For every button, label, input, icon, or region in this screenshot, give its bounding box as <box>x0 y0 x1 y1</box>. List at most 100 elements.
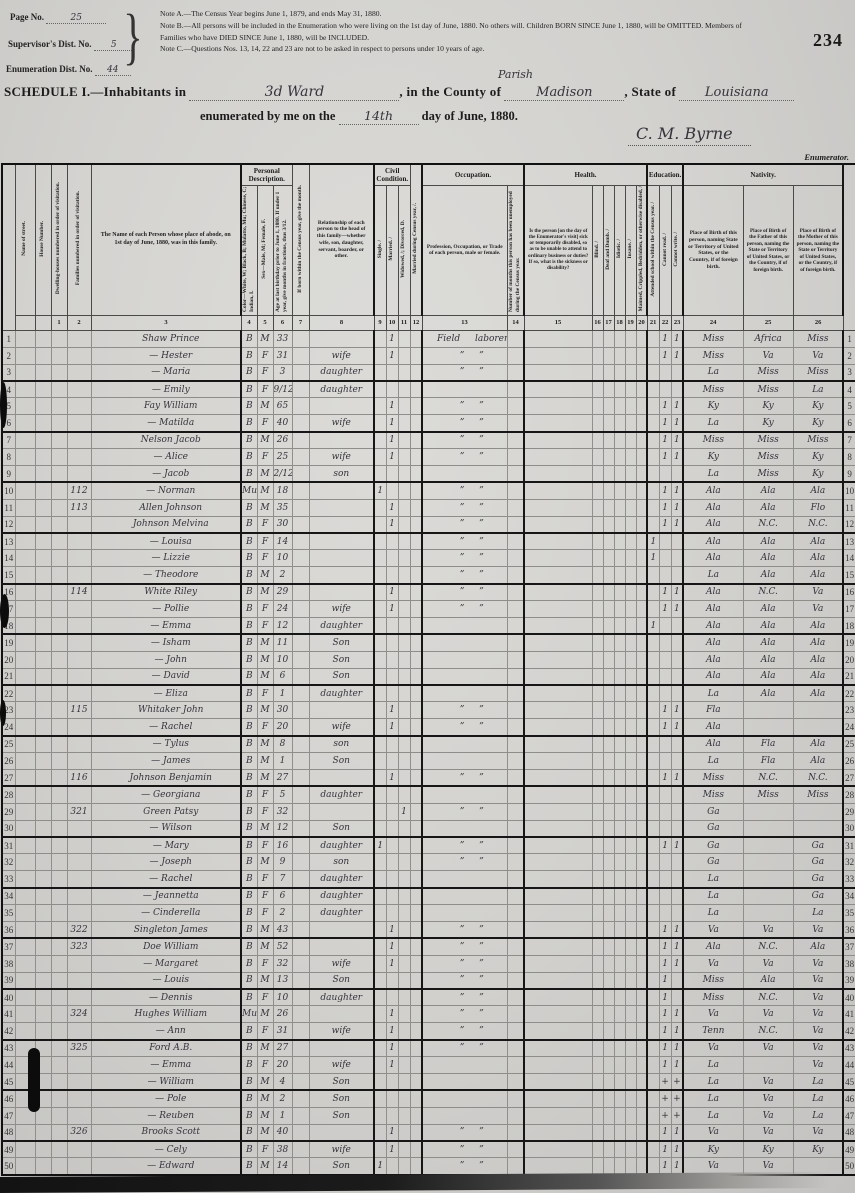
cell-sg: 1 <box>373 1157 387 1176</box>
cell-s: F <box>256 532 274 551</box>
cell-s: F <box>256 836 274 855</box>
cell-fb: Ala <box>742 633 794 652</box>
enumeration-dist-value: 44 <box>107 65 119 75</box>
cell-bp: Fla <box>682 701 744 720</box>
cell-my <box>409 464 423 484</box>
cell-c: B <box>240 1106 258 1125</box>
cell-s: F <box>256 414 274 433</box>
cell-rel: wife <box>308 346 375 365</box>
col-month-head: If born within the Census year, give the… <box>291 163 310 316</box>
cell-mb: Va <box>792 1039 845 1058</box>
cell-hn <box>34 515 52 534</box>
cell-rd: 1 <box>658 836 672 855</box>
cell-dw <box>50 414 68 433</box>
cell-b20 <box>635 1022 648 1041</box>
cell-c: B <box>240 532 258 551</box>
cell-n: 25 <box>1 735 16 754</box>
cell-n2: 28 <box>842 785 855 804</box>
cell-a: 12 <box>272 616 293 636</box>
cell-c: B <box>240 904 258 922</box>
cell-sick <box>523 650 593 669</box>
cell-n: 42 <box>1 1022 16 1041</box>
cell-name: — Margaret <box>90 954 242 973</box>
cell-st <box>14 549 36 568</box>
cell-un <box>506 802 525 821</box>
cell-sch <box>646 447 660 466</box>
cell-n: 41 <box>1 1005 16 1024</box>
cell-fam <box>66 1140 92 1159</box>
cell-hn <box>34 684 52 703</box>
cell-mo <box>291 785 310 804</box>
cell-rel: Son <box>308 1089 375 1108</box>
cell-mb: Ala <box>792 752 845 770</box>
cell-b16 <box>591 920 604 940</box>
cell-my <box>409 667 423 686</box>
cell-sg <box>373 904 387 922</box>
cell-occ: ” ” <box>421 414 508 433</box>
cell-my <box>409 616 423 636</box>
cell-b17 <box>602 667 615 686</box>
cell-bp: Ala <box>682 616 744 636</box>
cell-sch <box>646 600 660 618</box>
cell-mo <box>291 1022 310 1041</box>
cell-sch <box>646 363 660 382</box>
col-write-head: Cannot write. / <box>670 185 684 316</box>
cell-st <box>14 498 36 517</box>
cell-b18 <box>613 549 626 568</box>
cell-mb: Va <box>792 971 845 990</box>
cell-st <box>14 397 36 416</box>
cell-occ <box>421 1072 508 1092</box>
cell-n: 37 <box>1 937 16 956</box>
cell-sick <box>523 566 593 585</box>
cell-n2: 11 <box>842 498 855 517</box>
cell-sg <box>373 768 387 788</box>
schedule-line2: enumerated by me on the 14th day of June… <box>200 108 518 125</box>
cell-n2: 37 <box>842 937 855 956</box>
cell-b16 <box>591 1157 604 1176</box>
cell-a: 2/12 <box>272 464 293 484</box>
cell-b17 <box>602 802 615 821</box>
cell-dw <box>50 667 68 686</box>
cell-mr: 1 <box>385 937 399 956</box>
cell-st <box>14 836 36 855</box>
cell-fam <box>66 752 92 770</box>
cell-b20 <box>635 920 648 940</box>
cell-mo <box>291 397 310 416</box>
cell-wr: 1 <box>670 1005 684 1024</box>
notes-block: Note A.—The Census Year begins June 1, 1… <box>160 8 760 55</box>
cell-b20 <box>635 887 648 906</box>
cell-mo <box>291 1089 310 1108</box>
cell-rel <box>308 1123 375 1142</box>
cell-dw <box>50 971 68 990</box>
cell-hn <box>34 904 52 922</box>
cell-sg <box>373 600 387 618</box>
cell-s: F <box>256 954 274 973</box>
cell-c: B <box>240 498 258 517</box>
cell-st <box>14 650 36 669</box>
cell-wr: 1 <box>670 1140 684 1159</box>
cell-bp: Miss <box>682 329 744 348</box>
cell-wd <box>397 329 411 348</box>
cell-wr: 1 <box>670 397 684 416</box>
cell-mo <box>291 836 310 855</box>
cell-b19 <box>624 515 637 534</box>
cell-a: 18 <box>272 481 293 500</box>
cell-b20 <box>635 1056 648 1074</box>
cell-c: B <box>240 1089 258 1108</box>
cell-sg <box>373 1072 387 1092</box>
cell-bp: Ga <box>682 819 744 838</box>
cell-rel <box>308 431 375 449</box>
cell-sch <box>646 464 660 484</box>
cell-dw <box>50 650 68 669</box>
cell-fam <box>66 447 92 466</box>
cell-hn <box>34 464 52 484</box>
cell-rd: 1 <box>658 988 672 1007</box>
cell-my <box>409 870 423 889</box>
cell-b18 <box>613 1056 626 1074</box>
cell-bp: Ga <box>682 853 744 872</box>
cell-b20 <box>635 363 648 382</box>
cell-dw <box>50 904 68 922</box>
col-family-head: Families numbered in order of visitation… <box>66 163 92 316</box>
cell-st <box>14 684 36 703</box>
